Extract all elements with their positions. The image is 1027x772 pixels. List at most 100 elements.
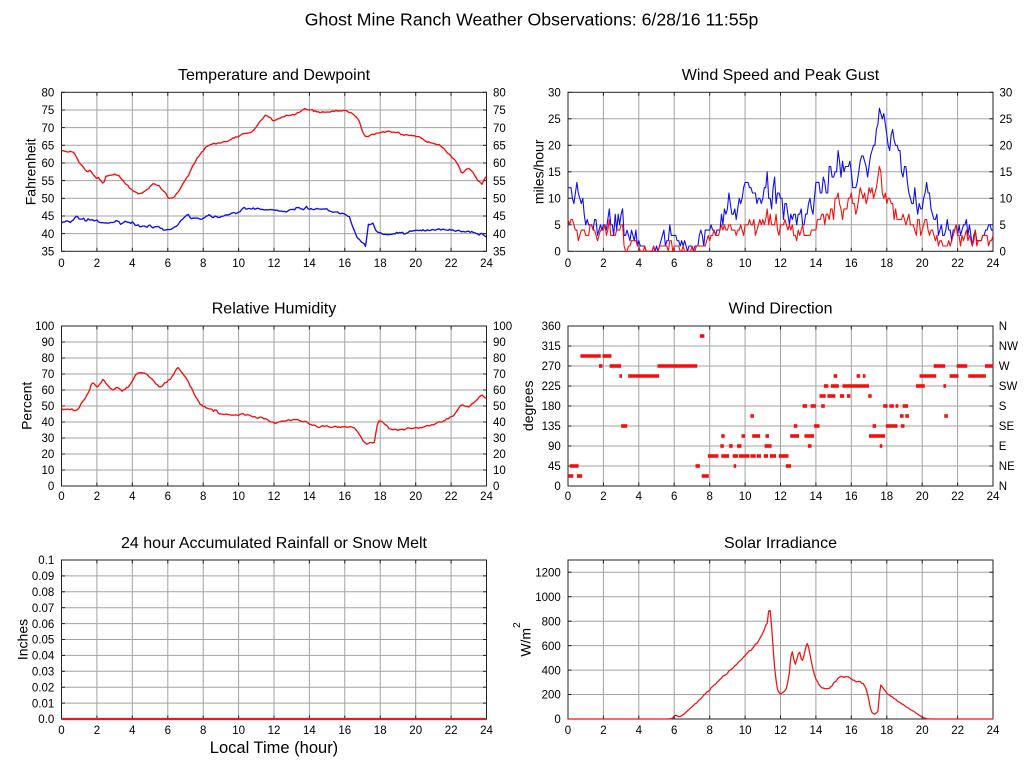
svg-text:0.09: 0.09 bbox=[32, 571, 54, 583]
svg-text:30: 30 bbox=[493, 433, 506, 445]
svg-text:4: 4 bbox=[636, 491, 643, 503]
svg-text:W/m2: W/m2 bbox=[512, 622, 534, 657]
svg-text:0.06: 0.06 bbox=[32, 619, 54, 631]
svg-text:24: 24 bbox=[987, 725, 1000, 737]
svg-text:22: 22 bbox=[951, 725, 964, 737]
svg-text:8: 8 bbox=[706, 725, 712, 737]
svg-text:2: 2 bbox=[600, 725, 606, 737]
svg-text:12: 12 bbox=[268, 491, 281, 503]
svg-text:2: 2 bbox=[94, 725, 100, 737]
svg-text:60: 60 bbox=[42, 158, 55, 170]
svg-text:10: 10 bbox=[232, 491, 245, 503]
svg-text:SW: SW bbox=[999, 381, 1018, 393]
svg-text:70: 70 bbox=[42, 369, 55, 381]
svg-text:270: 270 bbox=[542, 361, 561, 373]
svg-text:1000: 1000 bbox=[535, 592, 561, 604]
svg-text:12: 12 bbox=[268, 725, 281, 737]
svg-text:65: 65 bbox=[42, 141, 55, 153]
svg-text:100: 100 bbox=[35, 321, 54, 333]
svg-text:14: 14 bbox=[303, 491, 316, 503]
svg-text:60: 60 bbox=[493, 385, 506, 397]
svg-text:2: 2 bbox=[600, 258, 606, 270]
svg-text:20: 20 bbox=[916, 491, 929, 503]
svg-text:0: 0 bbox=[1000, 247, 1006, 259]
svg-text:10: 10 bbox=[232, 725, 245, 737]
svg-text:70: 70 bbox=[493, 369, 506, 381]
svg-text:10: 10 bbox=[739, 258, 752, 270]
svg-text:20: 20 bbox=[42, 449, 55, 461]
svg-text:14: 14 bbox=[810, 258, 823, 270]
svg-text:NW: NW bbox=[999, 341, 1018, 353]
svg-text:50: 50 bbox=[42, 194, 55, 206]
svg-text:18: 18 bbox=[374, 491, 387, 503]
svg-text:Fahrenheit: Fahrenheit bbox=[23, 138, 39, 205]
svg-text:25: 25 bbox=[548, 114, 561, 126]
svg-text:Percent: Percent bbox=[19, 382, 35, 430]
svg-text:15: 15 bbox=[1000, 167, 1013, 179]
svg-text:Relative Humidity: Relative Humidity bbox=[212, 301, 336, 318]
svg-text:600: 600 bbox=[542, 641, 561, 653]
svg-text:25: 25 bbox=[1000, 114, 1013, 126]
svg-text:75: 75 bbox=[493, 105, 506, 117]
svg-text:10: 10 bbox=[232, 258, 245, 270]
svg-text:Inches: Inches bbox=[15, 619, 31, 660]
svg-text:N: N bbox=[999, 481, 1007, 493]
svg-text:180: 180 bbox=[542, 401, 561, 413]
svg-text:14: 14 bbox=[303, 258, 316, 270]
svg-text:80: 80 bbox=[42, 353, 55, 365]
svg-text:degrees: degrees bbox=[520, 381, 536, 432]
svg-text:16: 16 bbox=[845, 725, 858, 737]
svg-text:2: 2 bbox=[94, 258, 100, 270]
svg-text:0.0: 0.0 bbox=[38, 714, 54, 726]
svg-text:225: 225 bbox=[542, 381, 561, 393]
svg-text:Local Time (hour): Local Time (hour) bbox=[210, 739, 338, 757]
svg-text:2: 2 bbox=[600, 491, 606, 503]
svg-text:24 hour Accumulated Rainfall o: 24 hour Accumulated Rainfall or Snow Mel… bbox=[121, 535, 427, 552]
svg-text:0.03: 0.03 bbox=[32, 667, 54, 679]
svg-text:45: 45 bbox=[42, 211, 55, 223]
svg-text:200: 200 bbox=[542, 690, 561, 702]
svg-text:Temperature and Dewpoint: Temperature and Dewpoint bbox=[178, 67, 371, 84]
svg-text:30: 30 bbox=[42, 433, 55, 445]
svg-text:30: 30 bbox=[548, 88, 561, 100]
svg-text:50: 50 bbox=[42, 401, 55, 413]
svg-text:14: 14 bbox=[303, 725, 316, 737]
svg-text:60: 60 bbox=[42, 385, 55, 397]
svg-text:15: 15 bbox=[548, 167, 561, 179]
svg-text:8: 8 bbox=[200, 491, 206, 503]
svg-text:315: 315 bbox=[542, 341, 561, 353]
svg-text:70: 70 bbox=[493, 123, 506, 135]
svg-text:70: 70 bbox=[42, 123, 55, 135]
svg-text:90: 90 bbox=[493, 337, 506, 349]
svg-text:60: 60 bbox=[493, 158, 506, 170]
svg-text:16: 16 bbox=[338, 258, 351, 270]
svg-text:14: 14 bbox=[810, 491, 823, 503]
svg-text:0: 0 bbox=[565, 491, 571, 503]
svg-text:0.02: 0.02 bbox=[32, 682, 54, 694]
svg-text:0.07: 0.07 bbox=[32, 603, 54, 615]
svg-text:20: 20 bbox=[916, 725, 929, 737]
svg-text:18: 18 bbox=[880, 491, 893, 503]
svg-text:90: 90 bbox=[548, 441, 561, 453]
svg-text:4: 4 bbox=[129, 258, 136, 270]
svg-text:6: 6 bbox=[165, 491, 171, 503]
svg-text:55: 55 bbox=[493, 176, 506, 188]
svg-text:0.05: 0.05 bbox=[32, 635, 54, 647]
svg-text:10: 10 bbox=[548, 194, 561, 206]
svg-text:0: 0 bbox=[58, 258, 64, 270]
svg-text:4: 4 bbox=[636, 725, 643, 737]
svg-text:360: 360 bbox=[542, 321, 561, 333]
svg-text:18: 18 bbox=[880, 258, 893, 270]
svg-text:12: 12 bbox=[774, 258, 787, 270]
svg-text:0: 0 bbox=[554, 247, 560, 259]
svg-text:18: 18 bbox=[374, 725, 387, 737]
svg-text:0: 0 bbox=[565, 258, 571, 270]
svg-text:24: 24 bbox=[987, 491, 1000, 503]
svg-text:NE: NE bbox=[999, 461, 1015, 473]
svg-text:Ghost Mine Ranch Weather Obser: Ghost Mine Ranch Weather Observations: 6… bbox=[305, 10, 759, 30]
svg-text:90: 90 bbox=[42, 337, 55, 349]
svg-text:Solar Irradiance: Solar Irradiance bbox=[724, 535, 837, 552]
svg-text:0: 0 bbox=[554, 714, 560, 726]
svg-text:E: E bbox=[999, 441, 1007, 453]
svg-text:4: 4 bbox=[636, 258, 643, 270]
